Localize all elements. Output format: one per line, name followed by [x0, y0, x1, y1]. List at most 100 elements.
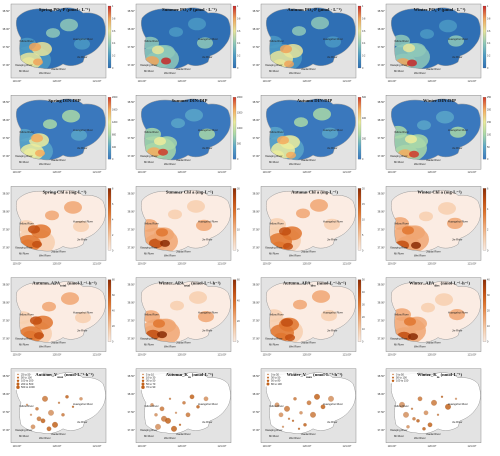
panel-11: Yellow River Huangshui River Jie River Xiao…: [252, 186, 365, 265]
y-tick-label: 38.50°: [2, 191, 10, 195]
colorbar: [357, 279, 362, 342]
colorbar-tick: 1: [112, 5, 114, 8]
colorbar-tick: 40: [112, 310, 115, 313]
coastline: [265, 190, 356, 252]
river-label: Huangshui River: [323, 219, 343, 223]
contour-patch: [286, 151, 296, 159]
river-label: Wei River: [289, 253, 301, 257]
y-tick-label: 38.00°: [2, 392, 10, 396]
y-tick-label: 37.00°: [2, 337, 10, 341]
legend-label: 80 to 100: [271, 382, 282, 386]
river-label: Jie River: [452, 146, 463, 150]
y-tick-label: 38.50°: [252, 374, 260, 378]
y-tick-label: 37.00°: [377, 245, 385, 249]
x-tick-label: 119.00°: [13, 353, 22, 357]
river-label: Yellow River: [269, 221, 284, 225]
panel-title: Winter_Vmax (nmol·L⁻¹·h⁻¹): [287, 372, 343, 379]
colorbar-tick: 0.6: [487, 30, 491, 33]
colorbar-tick: 0: [362, 67, 364, 70]
y-tick-label: 38.00°: [252, 27, 260, 31]
coastline: [390, 7, 481, 70]
y-tick-label: 37.00°: [252, 154, 260, 158]
river-label: Huangshui River: [198, 219, 218, 223]
river-label: Mi River: [394, 251, 404, 255]
contour-patch: [46, 28, 60, 38]
river-label: Huangshui River: [448, 37, 468, 41]
river-label: Yellow River: [394, 313, 409, 317]
river-label: Wei River: [39, 345, 51, 349]
coastline: [140, 7, 231, 70]
colorbar-tick: 0.4: [237, 42, 241, 45]
contour-patch: [161, 57, 171, 65]
panel-title: Summer PO₄-P (μmol · L⁻¹): [162, 7, 217, 12]
colorbar: [482, 188, 487, 251]
colorbar-tick: 150: [487, 121, 492, 124]
map-frame: Yellow River Huangshui River Jie River Xiao…: [135, 3, 232, 79]
x-tick-label: 120.00°: [178, 353, 187, 357]
sample-bubble: [328, 395, 334, 402]
x-tick-label: 119.00°: [263, 79, 272, 83]
coastline: [15, 281, 106, 343]
contour-patch: [280, 44, 292, 54]
contour-patch: [393, 308, 411, 321]
river-label: Wei River: [164, 162, 176, 166]
contour-patch: [169, 27, 183, 37]
colorbar-tick: 0: [487, 249, 489, 252]
y-tick-label: 37.50°: [2, 410, 10, 414]
sample-bubble: [182, 401, 186, 405]
x-tick-label: 120.00°: [53, 170, 62, 174]
contour-patch: [43, 119, 57, 130]
y-tick-label: 37.00°: [2, 154, 10, 158]
colorbar: [107, 5, 112, 69]
contour-patch: [296, 208, 310, 219]
sample-bubble: [46, 426, 52, 432]
x-tick-label: 121.00°: [93, 353, 102, 357]
river-label: Mi River: [269, 434, 279, 438]
panel-10: Yellow River Huangshui River Jie River Xiao…: [127, 186, 240, 265]
sample-bubble: [196, 405, 200, 409]
river-label: Jie River: [327, 55, 338, 59]
colorbar-tick: 0.6: [237, 30, 241, 33]
river-label: Huangshui River: [198, 311, 218, 315]
river-label: Wei River: [289, 345, 301, 349]
contour-patch: [321, 310, 337, 322]
contour-patch: [408, 333, 418, 341]
y-tick-label: 38.50°: [252, 100, 260, 104]
contour-patch: [417, 120, 431, 131]
river-label: Mi River: [144, 251, 154, 255]
contour-patch: [325, 36, 341, 48]
river-label: Mi River: [19, 251, 29, 255]
legend-label: 50 to 70: [146, 382, 156, 386]
colorbar-tick: 0.4: [487, 42, 491, 45]
legend-label: 200 to 500: [21, 382, 34, 386]
colorbar-tick: 0: [362, 341, 364, 344]
contour-field: [141, 200, 212, 252]
river-label: Jiaolai River: [176, 158, 191, 162]
x-tick-label: 119.00°: [388, 261, 397, 265]
legend-box: [140, 371, 168, 390]
sample-bubble: [406, 425, 410, 429]
colorbar-tick: 1500: [237, 112, 243, 115]
river-label: Xiaoqing River: [390, 63, 408, 67]
river-label: Mi River: [144, 69, 154, 73]
river-label: Xiaoqing River: [140, 154, 158, 158]
colorbar-tick: 800: [112, 133, 117, 136]
legend-symbol: [266, 379, 270, 382]
x-tick-label: 121.00°: [343, 170, 352, 174]
river-label: Yellow River: [394, 39, 409, 43]
river-label: Jie River: [452, 237, 463, 241]
coastline: [15, 98, 106, 161]
x-tick-label: 120.00°: [303, 444, 312, 448]
river-label: Xiaoqing River: [390, 154, 408, 158]
sample-bubble: [30, 424, 36, 430]
colorbar-tick: 0.6: [362, 30, 366, 33]
sample-bubble: [185, 412, 191, 418]
contour-patch: [45, 210, 59, 221]
y-tick-label: 38.00°: [377, 392, 385, 396]
legend-label: 0 to 50: [396, 372, 404, 376]
contour-patch: [61, 292, 79, 305]
x-tick-label: 120.00°: [303, 79, 312, 83]
y-tick-label: 37.00°: [127, 63, 135, 67]
colorbar-tick: 0: [237, 341, 239, 344]
